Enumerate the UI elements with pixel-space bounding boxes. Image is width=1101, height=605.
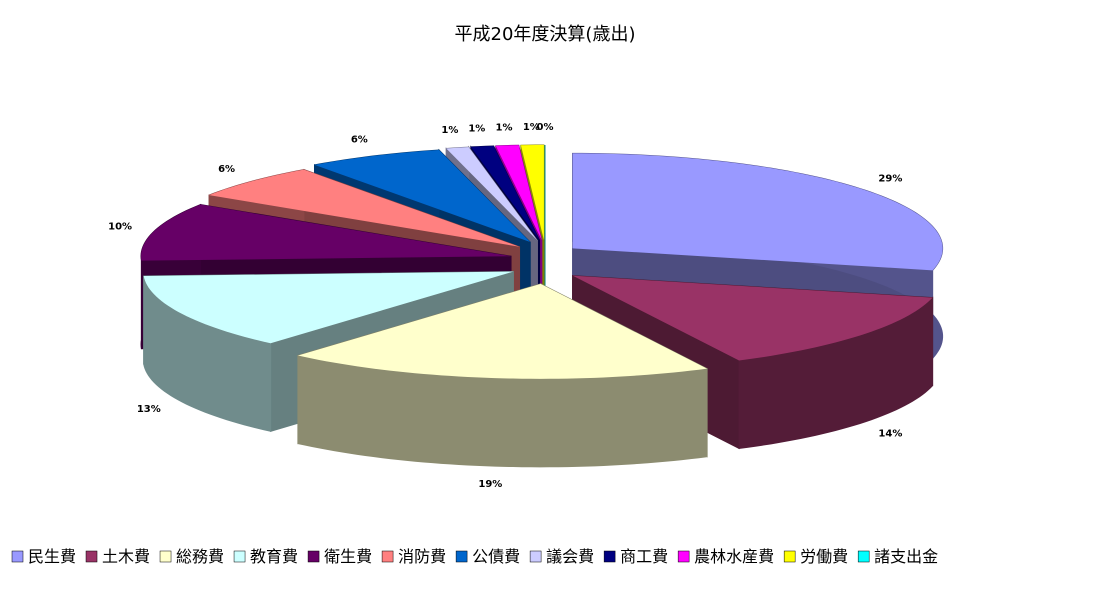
legend-swatch [85, 550, 98, 563]
legend-swatch [11, 550, 24, 563]
legend-label: 総務費 [176, 547, 224, 566]
data-label: 1% [468, 124, 485, 135]
legend-swatch [455, 550, 468, 563]
slice-top [572, 275, 933, 361]
slice-top [446, 147, 538, 241]
slice-top [209, 169, 520, 247]
legend-swatch [603, 550, 616, 563]
legend: 民生費 土木費 総務費 教育費 衛生費 消防費 公債費 議会費 商工費 農林水産費 労働費 諸支出金 [11, 547, 938, 566]
legend-swatch [677, 550, 690, 563]
data-label: 1% [523, 122, 540, 133]
data-label: 14% [878, 429, 902, 440]
slice-top [314, 149, 531, 243]
slice-top [495, 145, 542, 241]
slice [297, 283, 708, 468]
data-label: 10% [108, 222, 132, 233]
legend-label: 商工費 [620, 547, 668, 566]
legend-label: 労働費 [800, 547, 848, 566]
legend-swatch [233, 550, 246, 563]
chart-title: 平成20年度決算(歳出) [455, 24, 636, 45]
slice-wall [143, 275, 272, 432]
legend-label: 公債費 [472, 547, 520, 566]
data-label: 13% [137, 404, 161, 415]
slice-top [143, 271, 514, 344]
legend-swatch [159, 550, 172, 563]
slice-top [470, 145, 540, 241]
legend-swatch [783, 550, 796, 563]
data-label: 6% [218, 164, 235, 175]
data-label: 19% [478, 479, 502, 490]
data-label: 1% [495, 123, 512, 134]
data-label: 6% [351, 135, 368, 146]
legend-label: 諸支出金 [874, 547, 938, 566]
legend-label: 農林水産費 [694, 547, 774, 566]
data-label: 1% [441, 125, 458, 136]
legend-label: 土木費 [102, 547, 150, 566]
slice-top [520, 145, 544, 241]
slice-wall [297, 354, 708, 468]
data-label: 0% [537, 122, 554, 133]
slice-top [297, 283, 708, 379]
pie: 29%14%19%13%10%6%6%1% 1% 1% 1%0% [108, 122, 944, 490]
data-label: 29% [878, 173, 902, 184]
legend-label: 消防費 [398, 547, 446, 566]
legend-label: 議会費 [546, 547, 594, 566]
legend-swatch [381, 550, 394, 563]
slice-top [572, 153, 943, 271]
legend-label: 教育費 [250, 547, 298, 566]
legend-label: 衛生費 [324, 547, 372, 566]
legend-swatch [307, 550, 320, 563]
slice-top [141, 204, 512, 261]
legend-swatch [857, 550, 870, 563]
legend-swatch [529, 550, 542, 563]
legend-label: 民生費 [28, 547, 76, 566]
